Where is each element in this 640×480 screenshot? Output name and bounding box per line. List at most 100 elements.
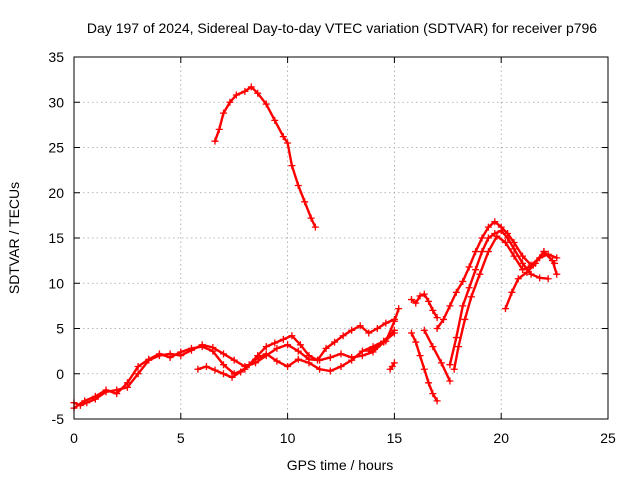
data-point [271,116,279,124]
data-point [123,379,131,387]
data-point [102,386,110,394]
data-point [472,248,480,256]
data-point [420,290,428,298]
data-point [215,125,223,133]
data-point [307,214,315,222]
data-point [187,344,195,352]
y-tick-label: 35 [48,49,64,65]
data-point [454,343,462,351]
data-point [220,350,228,358]
data-point [484,248,492,256]
series-track-3 [194,315,398,381]
series-line [72,331,396,407]
data-point [548,257,556,265]
data-point [356,322,364,330]
y-tick-label: 25 [48,140,64,156]
data-point [416,352,424,360]
data-point [134,363,142,371]
data-point [232,91,240,99]
data-point [501,239,509,247]
data-point [220,370,228,378]
data-point [504,234,512,242]
data-point [429,306,437,314]
data-point [220,361,228,369]
data-point [326,353,334,361]
data-point [228,373,236,381]
data-point [284,341,292,349]
y-tick-label: 20 [48,185,64,201]
data-point [493,232,501,240]
series-track-1 [70,329,398,409]
data-point [508,288,516,296]
data-point [262,343,270,351]
series-line [213,85,317,229]
series-track-2 [70,326,398,412]
series-track-5 [386,359,398,373]
data-point [254,352,262,360]
data-point [527,270,535,278]
data-point [358,347,366,355]
data-point [262,100,270,108]
data-point [331,338,339,346]
data-point [382,337,390,345]
data-point [446,377,454,385]
data-point [390,326,398,334]
series-line [72,329,396,410]
y-tick-label: 30 [48,94,64,110]
data-point [461,315,469,323]
x-tick-label: 10 [280,430,296,446]
x-tick-label: 5 [177,430,185,446]
data-point [288,162,296,170]
data-point [437,359,445,367]
data-point [519,252,527,260]
data-point [348,356,356,364]
data-point [450,365,458,373]
data-point [425,379,433,387]
y-axis-label: SDTVAR / TECUs [6,182,22,294]
data-point [294,347,302,355]
data-point [446,361,454,369]
x-tick-label: 25 [600,430,616,446]
data-point [279,133,287,141]
data-point [519,259,527,267]
series-line [448,229,550,366]
x-tick-label: 20 [493,430,509,446]
data-point [433,325,441,332]
data-point [501,305,509,313]
data-point [326,367,334,375]
data-point [420,365,428,373]
data-point [230,356,238,364]
data-point [544,275,552,283]
data-point [510,252,518,260]
data-point [465,284,473,292]
data-point [465,263,473,271]
data-point [262,350,270,358]
data-point [220,109,228,117]
data-point [314,356,322,364]
data-point [198,343,206,351]
data-point [429,343,437,351]
series-track-6 [211,83,319,231]
data-point [241,87,249,95]
data-point [337,350,345,358]
data-point [452,334,460,342]
data-point [373,325,381,332]
data-point [245,361,253,369]
data-point [478,234,486,242]
series-track-13 [501,248,561,313]
y-tick-label: 0 [56,366,64,382]
series-track-4 [365,305,403,355]
series-group [70,83,561,412]
data-point [209,347,217,355]
data-point [337,363,345,371]
data-point [476,270,484,278]
data-point [365,347,373,355]
x-axis-label: GPS time / hours [287,457,394,473]
data-point [279,335,287,343]
data-point [531,259,539,267]
data-point [254,89,262,97]
data-point [390,317,398,325]
data-point [388,363,396,371]
data-point [484,234,492,242]
